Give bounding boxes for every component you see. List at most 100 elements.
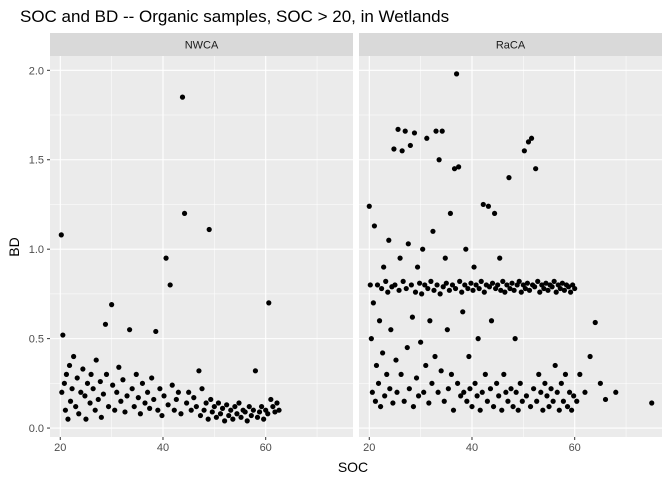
data-point	[602, 396, 609, 403]
data-point	[461, 389, 467, 395]
data-point	[458, 393, 464, 399]
data-point	[526, 287, 533, 293]
data-point	[561, 287, 568, 293]
data-point	[511, 287, 517, 293]
data-point	[66, 362, 73, 369]
data-point	[535, 278, 541, 284]
y-axis-title: BD	[6, 237, 22, 256]
data-point	[236, 400, 242, 406]
data-point	[443, 280, 449, 286]
data-point	[409, 314, 416, 320]
x-axis-title: SOC	[338, 459, 368, 475]
data-point	[374, 282, 381, 288]
data-point	[423, 362, 429, 369]
data-point	[473, 282, 479, 288]
data-point	[369, 389, 375, 395]
data-point	[490, 403, 497, 410]
data-point	[248, 412, 254, 419]
data-point	[387, 386, 393, 392]
data-point	[234, 411, 240, 417]
data-point	[270, 403, 276, 410]
data-point	[455, 380, 461, 386]
data-point	[500, 278, 506, 284]
data-point	[582, 389, 588, 395]
data-point	[481, 289, 487, 295]
data-point	[487, 386, 494, 392]
data-point	[446, 287, 452, 293]
data-point	[457, 278, 463, 284]
data-point	[82, 393, 88, 399]
facet-strip-label: NWCA	[185, 40, 219, 52]
data-point	[390, 400, 396, 406]
data-point	[574, 398, 580, 404]
data-point	[499, 407, 505, 413]
data-point	[425, 285, 431, 292]
x-tick-label: 40	[157, 442, 169, 454]
data-point	[380, 350, 386, 356]
data-point	[472, 380, 478, 386]
data-point	[65, 416, 71, 422]
data-point	[438, 368, 444, 374]
data-point	[254, 414, 261, 420]
data-point	[559, 280, 565, 286]
data-point	[515, 407, 521, 413]
data-point	[445, 386, 451, 392]
x-tick-label: 60	[569, 442, 581, 454]
data-point	[558, 380, 564, 386]
data-point	[373, 362, 380, 369]
data-point	[441, 398, 447, 404]
data-point	[462, 282, 468, 288]
data-point	[516, 278, 522, 284]
data-point	[144, 389, 151, 395]
data-point	[73, 403, 79, 410]
data-point	[61, 380, 67, 386]
data-point	[433, 128, 439, 134]
data-point	[63, 371, 70, 377]
data-point	[597, 380, 603, 386]
data-point	[410, 403, 417, 410]
data-point	[157, 386, 163, 392]
data-point	[405, 241, 411, 247]
data-point	[222, 418, 228, 424]
data-point	[471, 264, 477, 270]
data-point	[439, 128, 445, 134]
data-point	[58, 232, 64, 238]
data-point	[80, 366, 86, 372]
data-point	[102, 321, 109, 327]
data-point	[466, 353, 472, 360]
data-point	[181, 210, 188, 217]
data-point	[276, 407, 282, 413]
data-point	[431, 287, 437, 293]
data-point	[238, 414, 244, 420]
data-point	[447, 210, 454, 217]
data-point	[391, 146, 397, 152]
data-point	[149, 375, 155, 381]
data-point	[537, 289, 543, 295]
data-point	[440, 284, 446, 290]
data-point	[274, 400, 280, 406]
data-point	[545, 287, 551, 293]
data-point	[467, 386, 473, 392]
data-point	[226, 412, 232, 419]
data-point	[536, 371, 542, 377]
data-point	[453, 71, 460, 77]
data-point	[377, 403, 384, 410]
data-point	[385, 289, 391, 295]
data-point	[407, 142, 413, 149]
data-point	[188, 407, 194, 413]
data-point	[554, 389, 560, 395]
data-point	[444, 327, 450, 333]
data-point	[592, 319, 598, 326]
data-point	[475, 336, 481, 342]
data-point	[540, 407, 546, 413]
data-point	[74, 375, 80, 381]
y-tick-label: 0.0	[29, 423, 44, 435]
x-tick-label: 60	[260, 442, 272, 454]
data-point	[153, 328, 159, 335]
data-point	[413, 375, 420, 381]
data-point	[67, 398, 74, 404]
data-point	[401, 398, 407, 404]
data-point	[478, 278, 484, 284]
data-point	[252, 368, 259, 374]
data-point	[199, 386, 205, 392]
